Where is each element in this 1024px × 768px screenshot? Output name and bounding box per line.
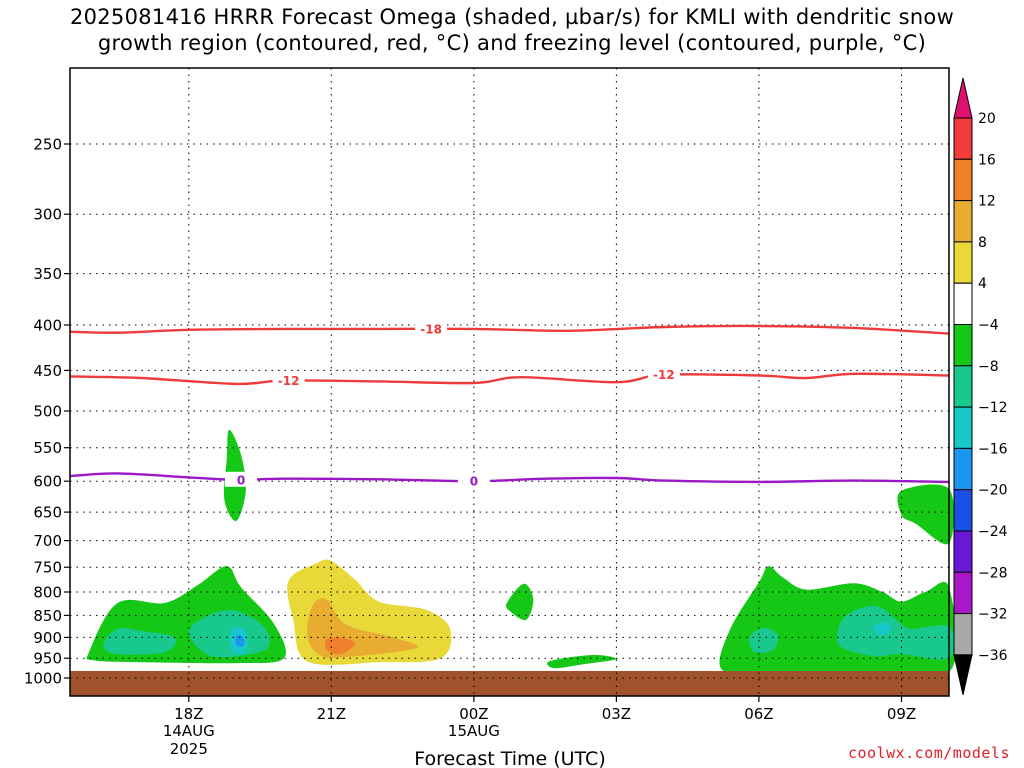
- contour-label-bg-1-0: [272, 372, 305, 388]
- colorbar-swatch-6: [953, 365, 973, 408]
- colorbar-swatch-12: [953, 613, 973, 656]
- colorbar-swatch-9: [953, 489, 973, 532]
- x-tick-label-09Z: 09Z: [887, 705, 916, 723]
- omega-region-13: [836, 605, 955, 660]
- colorbar: 20 16 12 8 4 −4 −8 −12 −16 −20 −24 −28 −32 −36: [953, 77, 1008, 696]
- colorbar-swatch-10: [953, 530, 973, 573]
- contour-label-1-1: -12: [653, 368, 675, 382]
- chart-title: 2025081416 HRRR Forecast Omega (shaded, …: [69, 5, 955, 55]
- colorbar-label-7: −12: [978, 400, 1008, 416]
- x-tick-label-03Z: 03Z: [602, 705, 631, 723]
- contour-lines: -18 -12 -12 0 0: [69, 320, 950, 489]
- y-tick-label-250: 250: [33, 136, 62, 154]
- omega-region-11: [719, 566, 957, 680]
- y-tick-label-850: 850: [33, 607, 62, 625]
- colorbar-swatch-8: [953, 447, 973, 491]
- x-tick-label-18Z: 18Z: [174, 705, 203, 723]
- colorbar-swatch-7: [953, 406, 973, 449]
- omega-shading: [86, 429, 957, 680]
- colorbar-swatch-2: [953, 200, 973, 243]
- y-tick-label-450: 450: [33, 362, 62, 380]
- y-tick-label-900: 900: [33, 629, 62, 647]
- colorbar-label-3: 8: [978, 235, 987, 251]
- omega-region-4: [235, 634, 245, 647]
- colorbar-label-2: 12: [978, 194, 996, 210]
- omega-region-10: [324, 637, 356, 655]
- colorbar-label-0: 20: [978, 111, 996, 127]
- y-tick-label-750: 750: [33, 559, 62, 577]
- x-tick-label-00Z: 00Z: [459, 705, 488, 723]
- colorbar-label-10: −24: [978, 524, 1008, 540]
- colorbar-min-arrow: [953, 654, 973, 696]
- grid-lines: [70, 68, 949, 696]
- omega-region-1: [103, 627, 177, 655]
- y-tick-label-950: 950: [33, 650, 62, 668]
- contour-label-2-1: 0: [470, 475, 478, 489]
- contour-line-0: [69, 324, 950, 335]
- contour-label-0-0: -18: [420, 322, 442, 336]
- y-axis: 250 300 350 400 450 500 550 600 650 700 750 800 850 9…: [24, 136, 70, 688]
- contour-label-1-0: -12: [278, 374, 300, 388]
- y-tick-label-350: 350: [33, 265, 62, 283]
- x-tick-label-21Z: 21Z: [317, 705, 346, 723]
- colorbar-swatch-3: [953, 241, 973, 284]
- colorbar-swatch-5: [953, 324, 973, 367]
- colorbar-label-12: −32: [978, 607, 1008, 623]
- contour-label-bg-2-0: [225, 471, 257, 487]
- x-tick-label-06Z: 06Z: [744, 705, 773, 723]
- ground-fill: [70, 671, 949, 696]
- colorbar-label-13: −36: [978, 648, 1008, 664]
- colorbar-label-8: −16: [978, 441, 1008, 457]
- source-credit: coolwx.com/models: [847, 744, 1010, 762]
- omega-region-7: [547, 654, 617, 669]
- contour-label-bg-0-0: [415, 320, 448, 336]
- colorbar-swatch-11: [953, 571, 973, 615]
- colorbar-swatch-1: [953, 158, 973, 202]
- x-axis-label: Forecast Time (UTC): [414, 748, 605, 768]
- omega-region-14: [873, 622, 892, 636]
- colorbar-label-5: −4: [978, 318, 999, 334]
- ground-layer: [70, 671, 949, 696]
- y-tick-label-300: 300: [33, 206, 62, 224]
- omega-region-2: [188, 610, 270, 658]
- colorbar-max-arrow: [953, 77, 973, 119]
- y-tick-label-1000: 1000: [24, 670, 62, 688]
- y-tick-label-500: 500: [33, 403, 62, 421]
- plot-frame: [69, 67, 950, 697]
- colorbar-label-1: 16: [978, 152, 996, 168]
- colorbar-label-6: −8: [978, 359, 999, 375]
- y-tick-label-650: 650: [33, 504, 62, 522]
- colorbar-swatch-4: [953, 282, 973, 326]
- y-tick-label-800: 800: [33, 584, 62, 602]
- contour-line-1: [69, 372, 950, 386]
- omega-region-12: [748, 627, 779, 654]
- y-tick-label-550: 550: [33, 439, 62, 457]
- colorbar-label-11: −28: [978, 565, 1008, 581]
- y-tick-label-600: 600: [33, 473, 62, 491]
- y-tick-label-700: 700: [33, 532, 62, 550]
- colorbar-label-9: −20: [978, 483, 1008, 499]
- x-tick-year-18Z: 2025: [170, 740, 208, 758]
- y-tick-label-400: 400: [33, 317, 62, 335]
- contour-label-bg-2-1: [457, 473, 490, 489]
- contour-label-2-0: 0: [237, 473, 245, 487]
- omega-region-15: [897, 484, 955, 545]
- colorbar-swatch-0: [953, 117, 973, 160]
- x-tick-date-18Z: 14AUG: [163, 722, 215, 740]
- colorbar-label-4: 4: [978, 276, 987, 292]
- omega-region-6: [505, 583, 534, 621]
- contour-label-bg-1-1: [647, 366, 680, 382]
- contour-line-2: [69, 472, 950, 484]
- x-tick-date-00Z: 15AUG: [448, 722, 500, 740]
